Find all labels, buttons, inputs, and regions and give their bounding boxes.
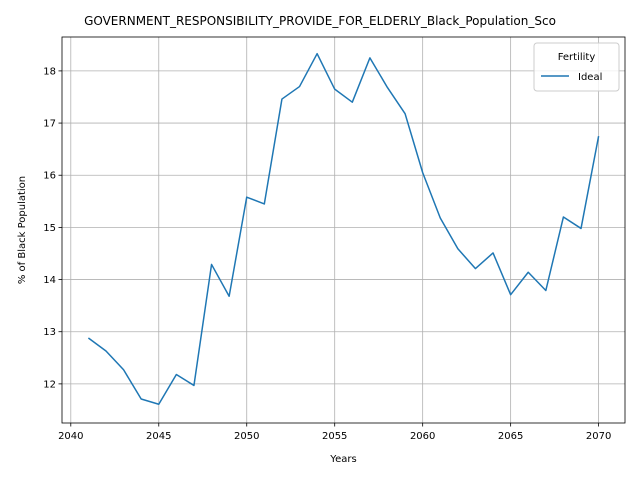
y-tick-label: 17	[43, 119, 56, 130]
x-axis-label: Years	[329, 454, 356, 465]
x-tick-label: 2060	[410, 431, 435, 442]
x-tick-label: 2055	[322, 431, 347, 442]
legend: Fertility Ideal	[534, 43, 619, 91]
y-tick-label: 13	[43, 327, 56, 338]
x-tick-label: 2065	[498, 431, 523, 442]
y-tick-label: 18	[43, 66, 56, 77]
x-tick-label: 2040	[58, 431, 83, 442]
x-tick-label: 2045	[146, 431, 171, 442]
legend-box	[534, 43, 619, 91]
y-tick-label: 14	[43, 275, 56, 286]
legend-label-ideal: Ideal	[578, 72, 602, 83]
chart-title: GOVERNMENT_RESPONSIBILITY_PROVIDE_FOR_EL…	[84, 14, 556, 28]
y-tick-label: 15	[43, 223, 56, 234]
x-tick-label: 2070	[586, 431, 611, 442]
y-tick-label: 16	[43, 171, 56, 182]
y-axis-label: % of Black Population	[17, 176, 28, 284]
y-tick-label: 12	[43, 379, 56, 390]
x-tick-label: 2050	[234, 431, 259, 442]
legend-title: Fertility	[558, 52, 596, 63]
